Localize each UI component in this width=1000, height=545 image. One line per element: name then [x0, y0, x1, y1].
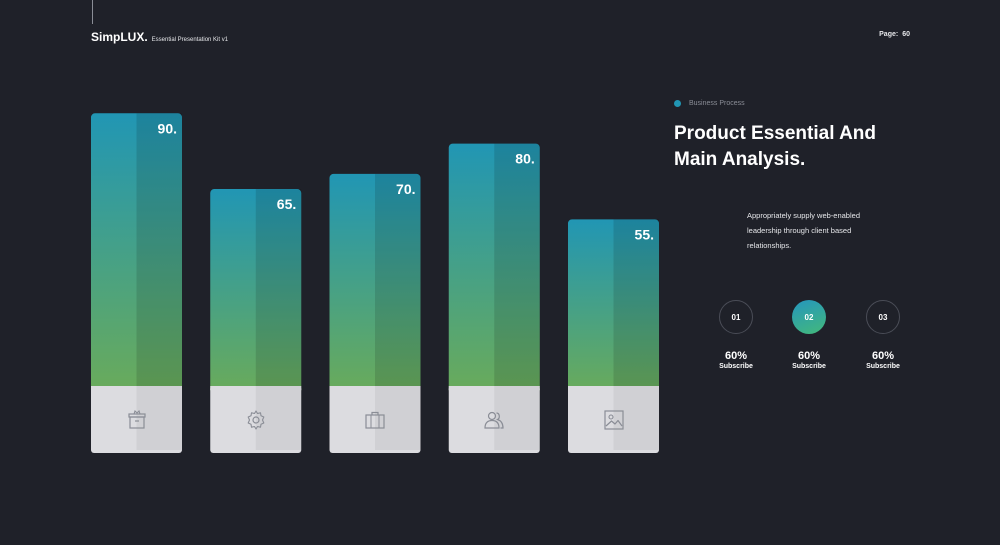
- header-rule: [92, 0, 93, 24]
- step-label: Subscribe: [792, 363, 826, 370]
- briefcase-icon: [363, 408, 387, 432]
- bar-icon-panel-edge: [329, 386, 421, 390]
- kicker-dot: [674, 100, 681, 107]
- bar-value-label: 80.: [515, 151, 534, 167]
- bar-icon-panel: [448, 386, 540, 453]
- section-title: Product Essential And Main Analysis.: [674, 121, 954, 173]
- image-icon: [602, 408, 626, 432]
- bar: [210, 189, 302, 394]
- step-label: Subscribe: [866, 363, 900, 370]
- bar-icon-panel-shade: [375, 386, 421, 450]
- step-value: 60%: [724, 350, 748, 362]
- bar-icon-panel-edge: [91, 386, 182, 390]
- bar-shade: [613, 219, 659, 386]
- step-03[interactable]: 03 60% Subscribe: [853, 300, 913, 370]
- bar-icon-panel-edge: [210, 386, 302, 390]
- box-icon: [125, 408, 149, 432]
- bar: [448, 143, 540, 394]
- brand-subtitle: Essential Presentation Kit v1: [151, 37, 229, 43]
- bar-value-label: 55.: [635, 226, 654, 242]
- page-label: Page:: [879, 31, 899, 38]
- bar-shade: [494, 143, 540, 386]
- bar-icon-panel: [210, 386, 302, 453]
- bar-value-label: 65.: [277, 196, 296, 212]
- step-01[interactable]: 01 60% Subscribe: [706, 300, 766, 370]
- bar-shade: [255, 189, 302, 386]
- brand: SimpLUX. Essential Presentation Kit v1: [91, 30, 228, 44]
- gear-icon: [244, 408, 268, 432]
- bar-shade: [375, 173, 421, 386]
- step-circle-active[interactable]: 02: [792, 300, 826, 334]
- bar-icon-panel-shade: [494, 386, 540, 450]
- kicker: Business Process: [674, 100, 745, 107]
- step-value: 60%: [871, 350, 895, 362]
- description-line-3: relationships.: [747, 241, 792, 250]
- bar-icon-panel: [91, 386, 182, 453]
- bar: [91, 113, 182, 395]
- bar: [568, 219, 659, 394]
- step-02[interactable]: 02 60% Subscribe: [779, 300, 839, 370]
- bar-icon-panel-edge: [568, 386, 659, 390]
- page-value: 60: [902, 31, 910, 38]
- section-title-line-2: Main Analysis.: [674, 149, 806, 170]
- bar-shade: [136, 113, 182, 387]
- bar-icon-panel: [568, 386, 659, 453]
- description-line-1: Appropriately supply web-enabled: [747, 211, 860, 220]
- brand-name: SimpLUX.: [91, 30, 148, 44]
- step-circle[interactable]: 01: [719, 300, 753, 334]
- description-line-2: leadership through client based: [747, 226, 852, 235]
- step-circle[interactable]: 03: [866, 300, 900, 334]
- section-title-line-1: Product Essential And: [674, 123, 876, 144]
- bar: [329, 173, 421, 394]
- bar-icon-panel-edge: [448, 386, 540, 390]
- step-label: Subscribe: [719, 363, 753, 370]
- kicker-text: Business Process: [689, 100, 745, 107]
- step-value: 60%: [797, 350, 821, 362]
- bar-icon-panel-shade: [613, 386, 659, 450]
- page-number: Page: 60: [879, 31, 910, 38]
- bar-value-label: 70.: [396, 181, 415, 197]
- bar-value-label: 90.: [158, 120, 177, 136]
- users-icon: [482, 408, 506, 432]
- bar-icon-panel: [329, 386, 421, 453]
- description: Appropriately supply web-enabled leaders…: [747, 208, 897, 253]
